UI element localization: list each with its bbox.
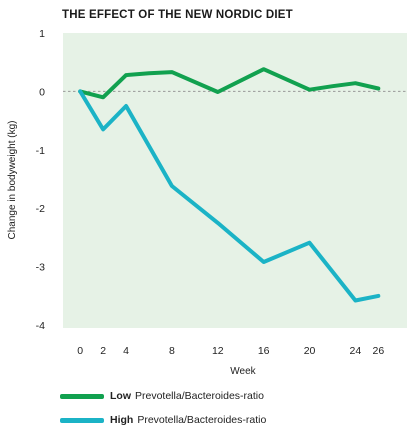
chart-title: THE EFFECT OF THE NEW NORDIC DIET — [62, 9, 293, 21]
y-tick-label: -3 — [36, 262, 45, 274]
y-tick-label: -1 — [36, 145, 45, 157]
legend-bold-low: Low — [110, 390, 131, 402]
series-line-low — [78, 67, 381, 100]
x-tick-label: 26 — [372, 345, 384, 357]
legend-label-low: Prevotella/Bacteroides-ratio — [135, 390, 264, 402]
y-tick-label: -4 — [36, 320, 45, 332]
plot-background — [63, 33, 407, 328]
x-tick-label: 12 — [212, 345, 224, 357]
series-line-high — [78, 89, 381, 303]
legend-label-high: Prevotella/Bacteroides-ratio — [137, 414, 267, 426]
x-axis-label: Week — [230, 366, 256, 377]
series-lines — [78, 67, 381, 303]
legend-bold-high: High — [110, 414, 134, 426]
x-tick-label: 24 — [350, 345, 362, 357]
legend-swatch-low — [60, 393, 104, 399]
x-tick-labels: 0 2 4 8 12 16 20 24 26 — [77, 345, 384, 357]
y-tick-label: -2 — [36, 203, 45, 215]
x-tick-label: 16 — [258, 345, 270, 357]
x-tick-label: 20 — [304, 345, 316, 357]
x-tick-label: 2 — [100, 345, 106, 357]
y-tick-label: 1 — [39, 28, 45, 40]
legend-item-high: High Prevotella/Bacteroides-ratio — [60, 414, 266, 426]
y-tick-labels: 1 0 -1 -2 -3 -4 — [36, 28, 46, 332]
x-tick-label: 4 — [123, 345, 129, 357]
x-tick-label: 8 — [169, 345, 175, 357]
x-tick-label: 0 — [77, 345, 83, 357]
y-tick-label: 0 — [39, 86, 45, 98]
y-axis-label: Change in bodyweight (kg) — [7, 121, 18, 240]
legend-item-low: Low Prevotella/Bacteroides-ratio — [60, 390, 264, 402]
legend-swatch-high — [60, 417, 104, 423]
